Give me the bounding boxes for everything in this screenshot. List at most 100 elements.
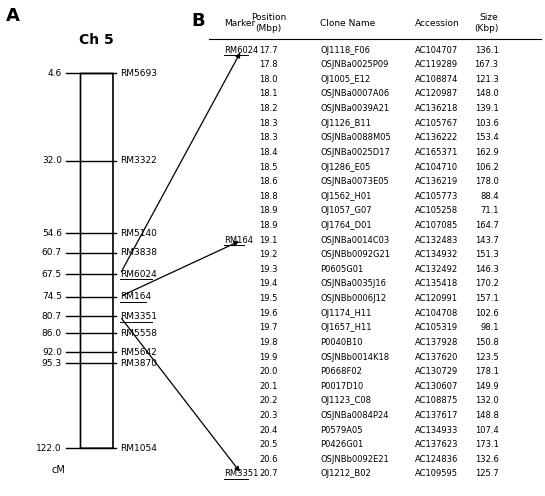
Text: OJ1286_E05: OJ1286_E05 <box>320 163 371 172</box>
Text: OSJNBa0014C03: OSJNBa0014C03 <box>320 236 389 245</box>
Text: 92.0: 92.0 <box>42 348 62 357</box>
Text: 19.1: 19.1 <box>259 236 277 245</box>
Text: P0426G01: P0426G01 <box>320 440 364 449</box>
Text: 20.6: 20.6 <box>259 455 277 464</box>
Text: OSJNBa0025D17: OSJNBa0025D17 <box>320 148 390 157</box>
Text: 18.6: 18.6 <box>259 177 277 186</box>
Text: 19.6: 19.6 <box>259 309 277 318</box>
Text: OSJNBa0039A21: OSJNBa0039A21 <box>320 104 389 113</box>
Text: RM6024: RM6024 <box>223 46 258 55</box>
Text: 20.4: 20.4 <box>259 426 277 434</box>
Text: 139.1: 139.1 <box>475 104 499 113</box>
Text: Position: Position <box>251 13 286 22</box>
Text: 103.6: 103.6 <box>475 119 499 127</box>
Text: Accession: Accession <box>415 19 459 28</box>
Text: AC132483: AC132483 <box>415 236 458 245</box>
Text: OJ1764_D01: OJ1764_D01 <box>320 221 372 230</box>
Text: AC108875: AC108875 <box>415 396 458 405</box>
Text: 17.7: 17.7 <box>259 46 277 55</box>
Text: OJ1174_H11: OJ1174_H11 <box>320 309 372 318</box>
Text: AC120987: AC120987 <box>415 89 458 99</box>
Text: 20.3: 20.3 <box>259 411 277 420</box>
Text: RM3322: RM3322 <box>120 156 157 166</box>
Text: (Kbp): (Kbp) <box>474 24 499 33</box>
Text: AC108874: AC108874 <box>415 75 458 84</box>
Text: AC130607: AC130607 <box>415 382 458 391</box>
Text: 136.1: 136.1 <box>475 46 499 55</box>
Text: AC137617: AC137617 <box>415 411 458 420</box>
Text: 54.6: 54.6 <box>42 229 62 238</box>
Text: 150.8: 150.8 <box>475 338 499 347</box>
FancyBboxPatch shape <box>81 73 113 448</box>
Text: AC105319: AC105319 <box>415 323 458 332</box>
Text: 143.7: 143.7 <box>475 236 499 245</box>
Text: RM5140: RM5140 <box>120 229 157 238</box>
Text: 19.8: 19.8 <box>259 338 277 347</box>
Text: OSJNBb0006J12: OSJNBb0006J12 <box>320 294 386 303</box>
Text: 80.7: 80.7 <box>42 312 62 321</box>
Text: 17.8: 17.8 <box>259 60 277 69</box>
Text: AC134933: AC134933 <box>415 426 458 434</box>
Text: 167.3: 167.3 <box>475 60 499 69</box>
Text: 20.0: 20.0 <box>259 367 277 376</box>
Text: 18.1: 18.1 <box>259 89 277 99</box>
Text: OJ1212_B02: OJ1212_B02 <box>320 470 371 479</box>
Text: 20.2: 20.2 <box>259 396 277 405</box>
Text: 106.2: 106.2 <box>475 163 499 172</box>
Text: RM6024: RM6024 <box>120 270 157 279</box>
Text: 95.3: 95.3 <box>42 359 62 368</box>
Text: AC132492: AC132492 <box>415 265 458 274</box>
Text: OSJNBa0073E05: OSJNBa0073E05 <box>320 177 389 186</box>
Text: Ch 5: Ch 5 <box>80 33 114 47</box>
Text: 20.1: 20.1 <box>259 382 277 391</box>
Text: P0040B10: P0040B10 <box>320 338 362 347</box>
Text: RM3351: RM3351 <box>223 470 258 479</box>
Text: 123.5: 123.5 <box>475 353 499 362</box>
Text: OJ1562_H01: OJ1562_H01 <box>320 192 372 201</box>
Text: 18.9: 18.9 <box>259 206 277 215</box>
Text: P0579A05: P0579A05 <box>320 426 362 434</box>
Text: AC136218: AC136218 <box>415 104 458 113</box>
Text: OSJNBa0088M05: OSJNBa0088M05 <box>320 133 391 142</box>
Text: OSJNBb0092G21: OSJNBb0092G21 <box>320 250 390 259</box>
Text: 19.2: 19.2 <box>259 250 277 259</box>
Text: OJ1118_F06: OJ1118_F06 <box>320 46 370 55</box>
Text: P0605G01: P0605G01 <box>320 265 364 274</box>
Text: OJ1057_G07: OJ1057_G07 <box>320 206 372 215</box>
Text: AC107085: AC107085 <box>415 221 458 230</box>
Text: RM3870: RM3870 <box>120 359 157 368</box>
Text: RM5558: RM5558 <box>120 329 157 338</box>
Text: A: A <box>6 7 20 25</box>
Text: 178.0: 178.0 <box>475 177 499 186</box>
Text: RM3351: RM3351 <box>120 312 157 321</box>
Text: AC119289: AC119289 <box>415 60 458 69</box>
Text: RM5693: RM5693 <box>120 69 157 78</box>
Text: 178.1: 178.1 <box>475 367 499 376</box>
Text: RM5642: RM5642 <box>120 348 157 357</box>
Text: P0668F02: P0668F02 <box>320 367 362 376</box>
Text: 170.2: 170.2 <box>475 279 499 289</box>
Text: P0017D10: P0017D10 <box>320 382 364 391</box>
Text: 19.4: 19.4 <box>259 279 277 289</box>
Text: AC137623: AC137623 <box>415 440 458 449</box>
Text: AC120991: AC120991 <box>415 294 458 303</box>
Text: 151.3: 151.3 <box>475 250 499 259</box>
Text: AC105258: AC105258 <box>415 206 458 215</box>
Text: AC104707: AC104707 <box>415 46 458 55</box>
Text: AC105773: AC105773 <box>415 192 458 201</box>
Text: 98.1: 98.1 <box>480 323 499 332</box>
Text: 19.5: 19.5 <box>259 294 277 303</box>
Text: 20.7: 20.7 <box>259 470 277 479</box>
Text: 146.3: 146.3 <box>475 265 499 274</box>
Text: (Mbp): (Mbp) <box>255 24 281 33</box>
Text: AC136222: AC136222 <box>415 133 458 142</box>
Text: 107.4: 107.4 <box>475 426 499 434</box>
Text: B: B <box>192 12 205 30</box>
Text: 148.8: 148.8 <box>475 411 499 420</box>
Text: 32.0: 32.0 <box>42 156 62 166</box>
Text: 132.0: 132.0 <box>475 396 499 405</box>
Text: 88.4: 88.4 <box>480 192 499 201</box>
Text: Size: Size <box>480 13 499 22</box>
Text: OSJNBa0084P24: OSJNBa0084P24 <box>320 411 389 420</box>
Text: 157.1: 157.1 <box>475 294 499 303</box>
